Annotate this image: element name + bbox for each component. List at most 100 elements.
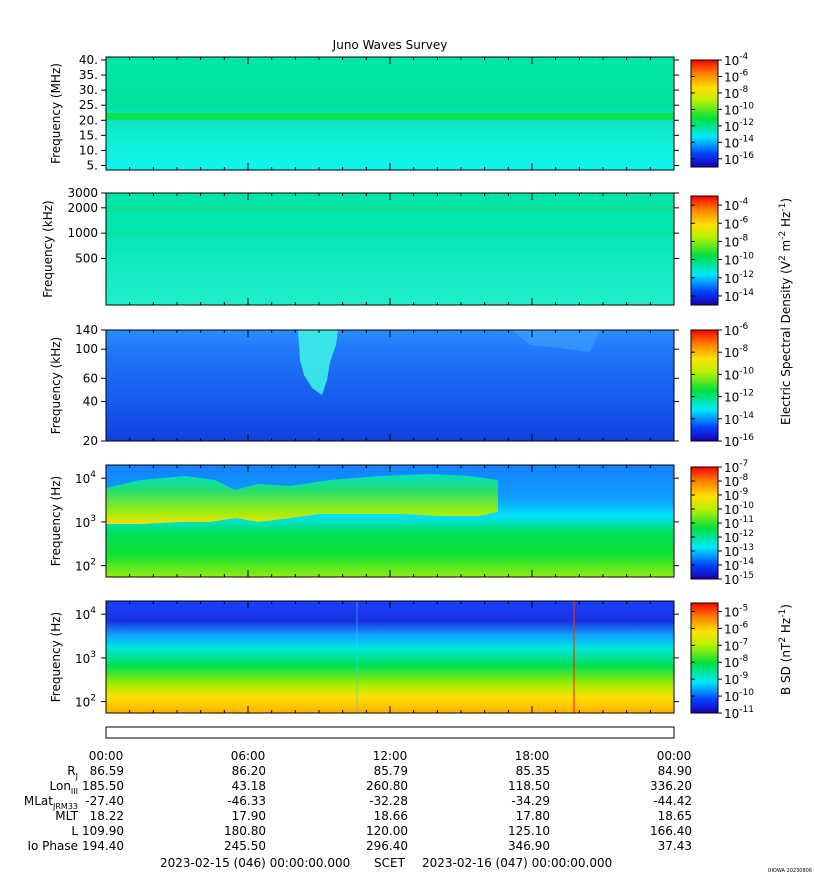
x-tick-label: 06:00: [231, 749, 266, 763]
ephemeris-value: 245.50: [224, 839, 266, 853]
time-range-scet: SCET: [374, 856, 406, 870]
ephemeris-value: 118.50: [508, 779, 550, 793]
colorbar-tick-label: 10-14: [724, 411, 754, 427]
electric-colorbar-label: Electric Spectral Density (V2 m-2 Hz-1): [778, 198, 793, 425]
ephemeris-value: -46.33: [227, 794, 266, 808]
y-tick-label: 100: [75, 342, 98, 356]
colorbar-tick-label: 10-15: [724, 571, 754, 587]
emission-burst-lfr-high: [298, 330, 338, 395]
band-20mhz: [106, 113, 674, 120]
ephemeris-row-label: MLatJRM33: [24, 794, 78, 811]
ephemeris-value: 43.18: [232, 779, 266, 793]
colorbar-tick-label: 10-14: [724, 288, 754, 304]
band-1000khz: [106, 231, 674, 236]
colorbar-tick-label: 10-11: [724, 515, 754, 531]
ephemeris-value: 180.80: [224, 824, 266, 838]
ephemeris-row-label: MLT: [55, 809, 78, 823]
panel-magnetic: 104 103 102 Frequency (Hz): [49, 600, 679, 714]
ephemeris-value: 166.40: [650, 824, 692, 838]
band-2000khz: [106, 205, 674, 212]
time-range-start: 2023-02-15 (046) 00:00:00.000: [160, 856, 350, 870]
y-axis-title: Frequency (Hz): [49, 612, 63, 703]
ephemeris-row-label: RJ: [67, 764, 78, 781]
ephemeris-value: 37.43: [658, 839, 692, 853]
colorbar-tick-label: 10-14: [724, 134, 754, 150]
y-tick-label: 40: [83, 394, 98, 408]
colorbar-tick-label: 10-5: [724, 603, 748, 619]
colorbar-gradient: [690, 329, 719, 442]
panel-lfr-high: 140 100 60 40 20 Frequency (kHz): [49, 323, 679, 448]
ephemeris-value: 86.20: [232, 764, 266, 778]
panel-hfr-high: 40.35.30.25.20.15.10.5. Frequency (MHz): [49, 53, 679, 172]
chart-title: Juno Waves Survey: [332, 38, 448, 52]
ephemeris-value: 84.90: [658, 764, 692, 778]
time-axis-strip: [105, 726, 675, 739]
y-tick-label: 103: [75, 650, 96, 666]
x-tick-label: 12:00: [373, 749, 408, 763]
x-tick-label: 00:00: [89, 749, 124, 763]
colorbar-gradient: [690, 602, 719, 714]
colorbar-tick-label: 10-12: [724, 118, 754, 134]
colorbar-tick-label: 10-10: [724, 366, 754, 382]
y-axis-title: Frequency (kHz): [49, 337, 63, 434]
y-axis-title: Frequency (MHz): [49, 63, 63, 164]
y-tick-label: 500: [75, 251, 98, 265]
colorbar-tick-label: 10-12: [724, 389, 754, 405]
ephemeris-value: 296.40: [366, 839, 408, 853]
colorbar-tick-label: 10-10: [724, 688, 754, 704]
ephemeris-value: 194.40: [82, 839, 124, 853]
time-range-end: 2023-02-16 (047) 00:00:00.000: [422, 856, 612, 870]
spectrogram-layers: [106, 57, 674, 713]
ephemeris-value: 17.80: [516, 809, 550, 823]
ephemeris-value: 120.00: [366, 824, 408, 838]
ephemeris-value: 109.90: [82, 824, 124, 838]
emission-band-lfr-low: [106, 474, 498, 524]
colorbar-tick-label: 10-7: [724, 637, 748, 653]
x-tick-label: 18:00: [515, 749, 550, 763]
y-tick-label: 104: [75, 470, 96, 486]
colorbar-gradient: [690, 59, 719, 168]
colorbar-tick-label: 10-13: [724, 543, 754, 559]
ephemeris-value: -27.40: [85, 794, 124, 808]
colorbar-tick-label: 10-16: [724, 433, 754, 449]
y-axis-title: Frequency (Hz): [49, 476, 63, 567]
y-tick-label: 40.: [79, 53, 98, 67]
colorbar-layer: 10-410-610-810-1010-1210-1410-1610-410-6…: [690, 52, 754, 721]
ephemeris-table: 00:00 06:00 12:00 18:00 00:00 RJ 86.59 86.20 85.…: [24, 749, 692, 853]
y-tick-label: 104: [75, 606, 96, 622]
colorbar-tick-label: 10-6: [724, 322, 749, 338]
colorbar-tick-label: 10-6: [724, 620, 749, 636]
colorbar-tick-label: 10-8: [724, 85, 749, 101]
ephemeris-value: 125.10: [508, 824, 550, 838]
colorbar-tick-label: 10-9: [724, 671, 749, 687]
colorbar-tick-label: 10-11: [724, 705, 754, 721]
colorbar-tick-label: 10-10: [724, 101, 754, 117]
ephemeris-value: 85.35: [516, 764, 550, 778]
y-tick-label: 2000: [67, 201, 98, 215]
spectrogram-magnetic: [106, 601, 674, 713]
y-tick-label: 103: [75, 514, 96, 530]
ephemeris-value: 17.90: [232, 809, 266, 823]
y-tick-label: 140: [75, 323, 98, 337]
colorbar-lfr-high: 10-6 10-8 10-10 10-12 10-14 10-16: [690, 322, 754, 449]
colorbar-tick-label: 10-16: [724, 151, 754, 167]
colorbar-hfr-low: 10-4 10-6 10-8 10-10 10-12 10-14: [690, 195, 754, 306]
y-tick-label: 3000: [67, 186, 98, 200]
colorbar-tick-label: 10-8: [724, 654, 749, 670]
ephemeris-value: 346.90: [508, 839, 550, 853]
ephemeris-value: -32.28: [369, 794, 408, 808]
colorbar-tick-label: 10-6: [724, 68, 749, 84]
colorbar-tick-label: 10-6: [724, 215, 749, 231]
ephemeris-value: 260.80: [366, 779, 408, 793]
y-tick-label: 5.: [87, 158, 98, 172]
colorbar-tick-label: 10-12: [724, 529, 754, 545]
y-tick-label: 20: [83, 434, 98, 448]
ephemeris-value: 18.65: [658, 809, 692, 823]
colorbar-tick-label: 10-7: [724, 459, 748, 475]
ephemeris-value: 85.79: [374, 764, 408, 778]
y-tick-label: 10.: [79, 143, 98, 157]
ephemeris-row-label: LonIII: [50, 779, 79, 796]
